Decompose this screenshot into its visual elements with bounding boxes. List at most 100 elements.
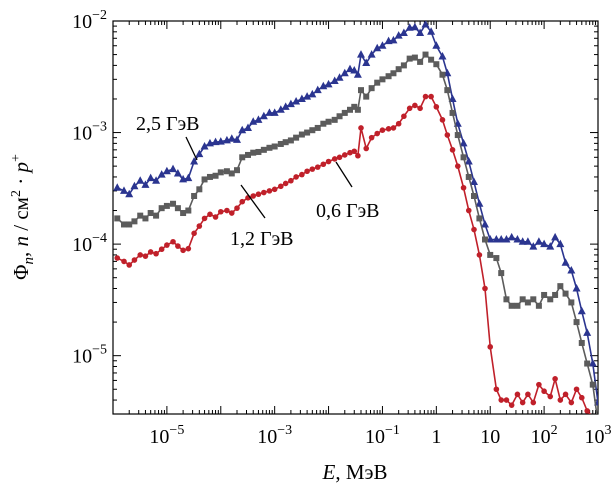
triangle-marker [146,173,155,182]
circle-marker [336,154,343,161]
square-marker [185,207,192,214]
series-layer [113,21,601,426]
square-marker [196,186,203,193]
circle-marker [498,397,505,403]
triangle-marker [399,28,408,37]
circle-marker [379,127,386,133]
circle-marker [514,391,521,398]
triangle-marker [227,134,236,142]
square-marker [347,106,354,113]
y-label-phi: Φ [9,265,33,280]
circle-marker [590,415,596,421]
square-marker [481,236,488,243]
triangle-marker [556,239,565,248]
circle-marker [578,394,585,401]
square-marker [336,113,343,120]
triangle-marker [448,94,457,102]
circle-marker [552,376,558,382]
triangle-marker [367,50,376,58]
square-marker [233,167,240,174]
square-marker [244,151,251,158]
circle-marker [395,120,402,127]
x-tick-label: 10−1 [365,423,400,448]
circle-marker [487,344,494,350]
triangle-marker [529,242,538,250]
circle-marker [158,246,165,253]
square-marker [255,148,262,155]
circle-marker [250,193,257,199]
y-axis-label: Φn, n / см2 · p+ [9,154,37,280]
square-marker [379,76,386,83]
triangle-marker [113,183,122,191]
square-marker [411,54,418,61]
square-marker [433,61,440,68]
triangle-marker [416,28,425,37]
square-marker [266,144,273,151]
circle-marker [573,386,580,393]
square-marker [304,129,311,136]
circle-marker [390,125,397,131]
square-marker [293,134,300,141]
series-triangle [113,21,598,406]
circle-marker [207,211,213,218]
triangle-marker [567,266,576,274]
triangle-marker [276,105,285,113]
triangle-marker [583,328,592,336]
circle-marker [562,391,569,398]
square-marker [277,140,284,147]
square-marker [354,106,361,113]
square-marker [535,302,542,309]
square-marker [250,149,257,156]
y-label-plus: + [9,154,24,162]
square-marker [363,93,370,100]
circle-marker [114,255,121,261]
square-marker [163,202,170,209]
annotation-1-2-gev: 1,2 ГэВ [230,228,294,250]
square-marker [487,251,494,258]
square-marker [508,302,515,309]
circle-marker [482,285,488,292]
y-label-sub: n [21,257,37,265]
triangle-marker [378,41,387,49]
triangle-marker [373,43,382,52]
circle-marker [325,158,332,165]
circle-marker [212,214,219,220]
circle-marker [228,210,235,216]
triangle-marker [313,85,322,94]
triangle-marker [190,157,199,165]
y-tick-label: 10−2 [72,8,107,33]
square-marker [422,51,429,58]
triangle-marker [497,234,506,243]
circle-marker [191,230,197,237]
square-marker [568,299,575,306]
square-marker [390,70,397,77]
y-tick-label: 10−3 [72,120,107,145]
triangle-marker [157,170,166,178]
square-marker [584,360,591,367]
square-marker [147,210,154,217]
circle-marker [126,262,133,268]
square-marker [206,173,213,180]
triangle-marker [523,237,532,245]
square-marker [271,143,278,150]
triangle-marker [141,180,150,188]
circle-marker [299,171,305,178]
square-marker [142,215,149,222]
circle-marker [153,250,159,257]
circle-marker [185,245,192,252]
annotations: 2,5 ГэВ 1,2 ГэВ 0,6 ГэВ [136,113,380,250]
series-circle [114,93,596,421]
square-marker [562,290,569,297]
triangle-marker [588,359,597,367]
square-marker [395,66,402,73]
x-tick-label: 102 [531,423,558,448]
circle-marker [175,243,181,249]
triangle-marker [362,58,371,67]
triangle-marker [232,135,241,143]
triangle-marker [513,234,522,243]
circle-marker [341,152,348,158]
triangle-marker [286,99,295,108]
x-tick-label: 10−5 [149,423,184,448]
square-marker [595,420,601,426]
triangle-marker [486,234,495,243]
